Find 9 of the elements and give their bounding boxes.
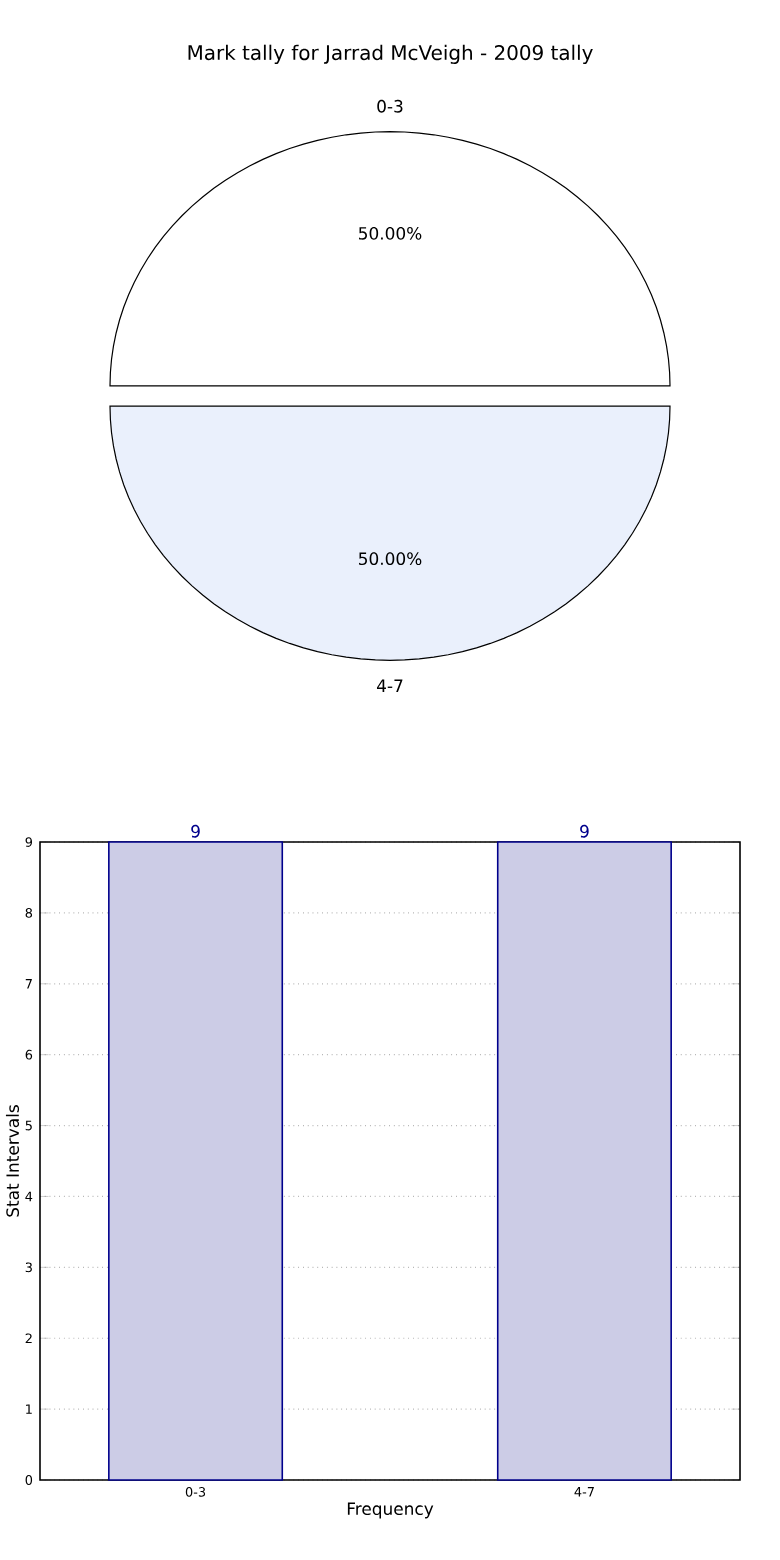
slice-label: 0-3	[377, 99, 403, 113]
y-axis-title: Stat Intervals	[5, 1105, 20, 1217]
data-label: 9	[580, 824, 589, 838]
data-label: 9	[191, 824, 200, 838]
slice-label: 4-7	[376, 679, 403, 692]
chart-title: Mark tally for Jarrad McVeigh - 2009 tally	[188, 44, 593, 64]
data-label: 50.00%	[359, 552, 422, 566]
x-axis-title: Frequency	[347, 1502, 434, 1519]
data-label: 50.00%	[359, 226, 422, 240]
